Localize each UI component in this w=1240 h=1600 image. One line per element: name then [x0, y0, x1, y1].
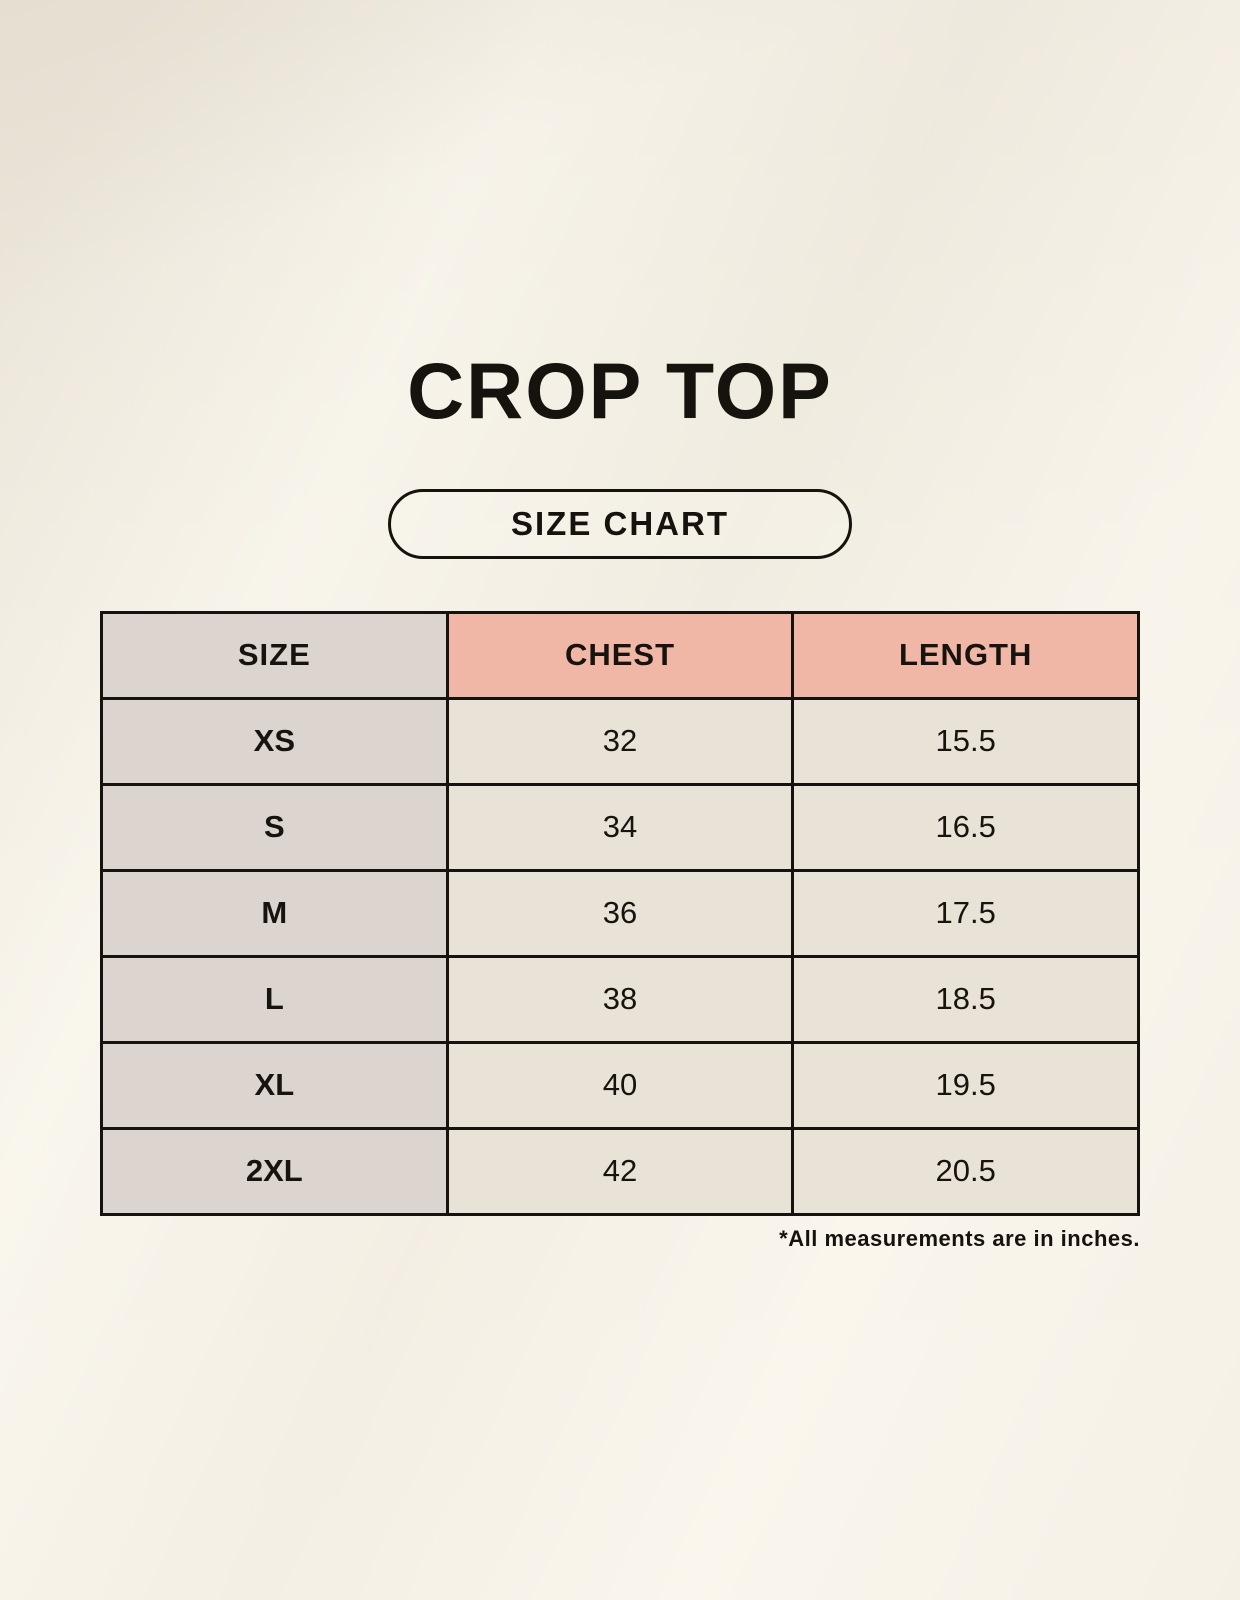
size-cell: XS: [100, 696, 449, 786]
header-row: SIZE CHEST LENGTH: [100, 610, 1140, 700]
size-cell: L: [100, 954, 449, 1044]
size-chart-table: SIZE CHEST LENGTH XS 32 15.5 S 34 16.5 M: [100, 610, 1140, 1216]
measurement-note: *All measurements are in inches.: [779, 1225, 1140, 1251]
chest-cell: 40: [445, 1040, 795, 1130]
chest-cell: 38: [445, 954, 795, 1044]
size-cell: M: [100, 868, 449, 958]
table-header: SIZE CHEST LENGTH: [100, 610, 1140, 700]
length-cell: 16.5: [791, 782, 1140, 872]
size-cell: 2XL: [100, 1126, 449, 1216]
table-row: L 38 18.5: [100, 954, 1140, 1044]
size-cell: XL: [100, 1040, 449, 1130]
chest-cell: 32: [445, 696, 795, 786]
column-header-size: SIZE: [100, 610, 449, 700]
length-cell: 15.5: [791, 696, 1140, 786]
table-row: S 34 16.5: [100, 782, 1140, 872]
table-row: XL 40 19.5: [100, 1040, 1140, 1130]
chest-cell: 42: [445, 1126, 795, 1216]
chest-cell: 36: [445, 868, 795, 958]
length-cell: 17.5: [791, 868, 1140, 958]
column-header-length: LENGTH: [791, 610, 1140, 700]
length-cell: 18.5: [791, 954, 1140, 1044]
chest-cell: 34: [445, 782, 795, 872]
size-cell: S: [100, 782, 449, 872]
table-body: XS 32 15.5 S 34 16.5 M 36 17.5 L 38: [100, 696, 1140, 1216]
size-chart-badge-label: SIZE CHART: [511, 504, 729, 542]
table-row: 2XL 42 20.5: [100, 1126, 1140, 1216]
column-header-chest: CHEST: [445, 610, 795, 700]
size-chart-table-container: SIZE CHEST LENGTH XS 32 15.5 S 34 16.5 M: [100, 610, 1140, 1216]
length-cell: 19.5: [791, 1040, 1140, 1130]
size-chart-badge[interactable]: SIZE CHART: [388, 488, 852, 559]
table-row: XS 32 15.5: [100, 696, 1140, 786]
table-row: M 36 17.5: [100, 868, 1140, 958]
page-title: CROP TOP: [407, 346, 833, 435]
length-cell: 20.5: [791, 1126, 1140, 1216]
